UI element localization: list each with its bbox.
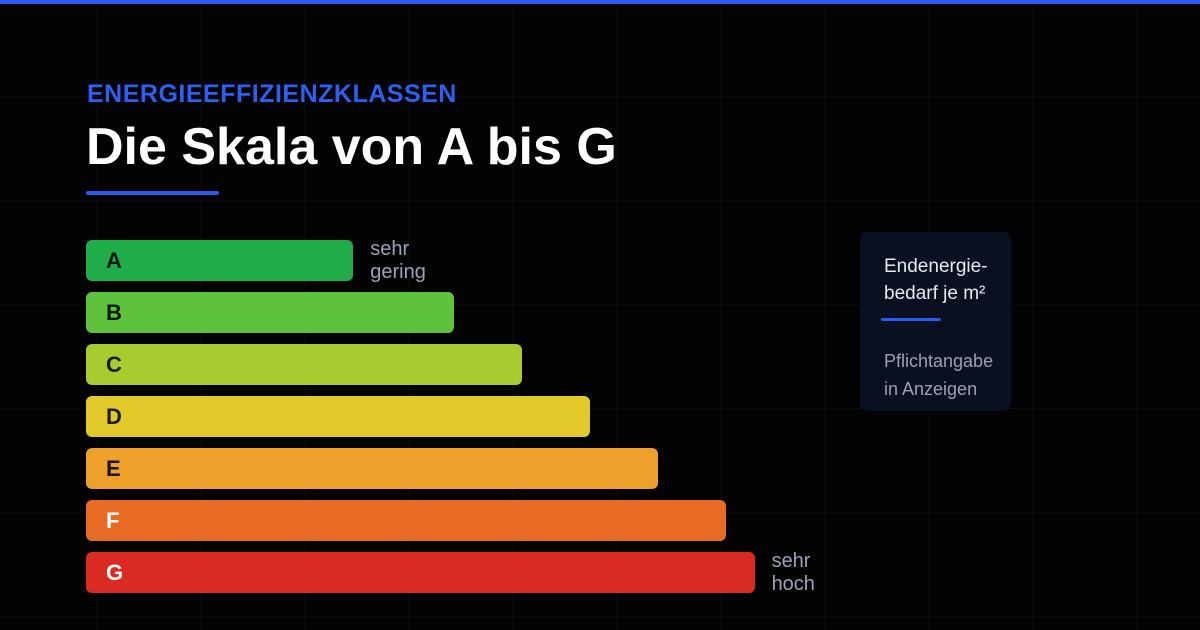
scale-row-f: F [86, 500, 726, 541]
scale-note-high: sehr hoch [771, 549, 815, 595]
scale-row-b: B [86, 292, 454, 333]
class-label-e: E [106, 455, 121, 481]
scale-bar-g: G [86, 552, 755, 593]
scale-bar-c: C [86, 344, 522, 385]
scale-bar-d: D [86, 396, 590, 437]
class-label-d: D [106, 403, 122, 429]
scale-row-e: E [86, 448, 658, 489]
scale-note-low: sehr gering [370, 237, 426, 283]
scale-row-d: D [86, 396, 590, 437]
class-label-a: A [106, 247, 122, 273]
class-label-f: F [106, 507, 120, 533]
info-card: Endenergie- bedarf je m² Pflichtangabe i… [860, 232, 1011, 411]
class-label-b: B [106, 299, 122, 325]
info-card-title: Endenergie- bedarf je m² [884, 256, 988, 304]
scale-row-g: G sehr hoch [86, 549, 854, 595]
title-underline [86, 191, 219, 195]
scale-bar-f: F [86, 500, 726, 541]
scale-row-a: A sehr gering [86, 237, 459, 283]
top-accent-bar [0, 0, 1200, 4]
info-card-text: Pflichtangabe in Anzeigen [884, 351, 994, 399]
page-title: Die Skala von A bis G [86, 118, 617, 176]
scale-bar-e: E [86, 448, 658, 489]
scale-row-c: C [86, 344, 522, 385]
scale-bar-a: A [86, 240, 354, 281]
info-card-divider [881, 318, 941, 321]
class-label-g: G [106, 559, 124, 585]
scale-bar-b: B [86, 292, 454, 333]
class-label-c: C [106, 351, 122, 377]
eyebrow-label: ENERGIEEFFIZIENZKLASSEN [87, 80, 457, 108]
